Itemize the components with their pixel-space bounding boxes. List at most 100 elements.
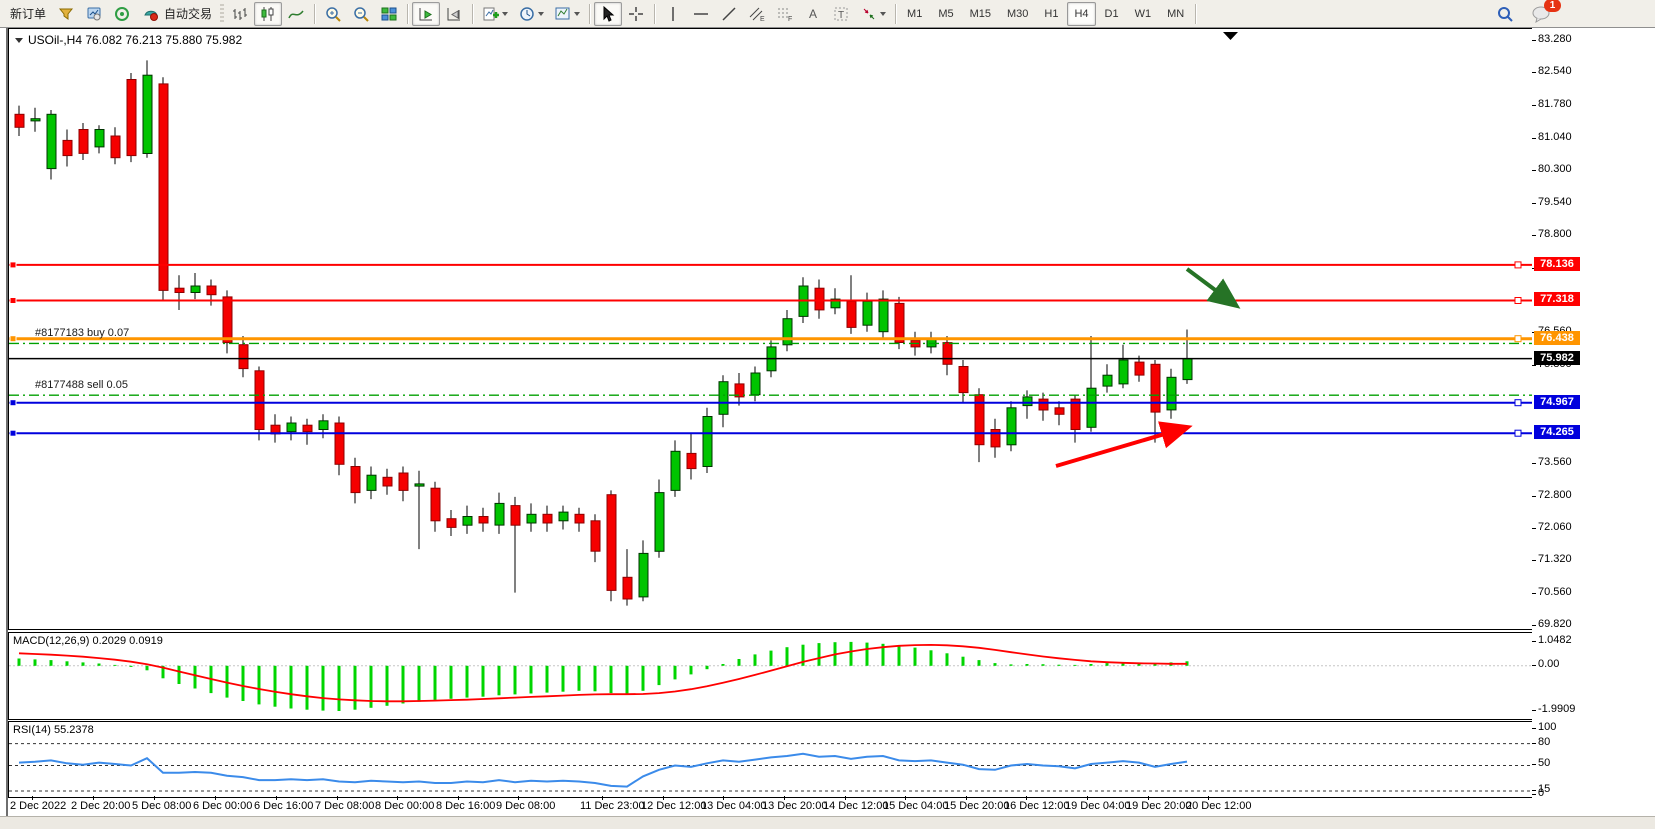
candle [1006,407,1017,446]
timeframe-bar: M1 M5 M15 M30 H1 H4 D1 W1 MN [900,1,1191,26]
timeframe-h4[interactable]: H4 [1067,1,1096,26]
macd-pane[interactable]: MACD(12,26,9) 0.2029 0.0919 [8,632,1533,720]
date-tick-mark [1208,796,1209,800]
hline-78.136[interactable] [9,261,1532,269]
main-chart-pane[interactable]: USOil-,H4 76.082 76.213 75.880 75.982 #8… [8,28,1533,630]
candle [302,424,313,433]
price-badge-74.265: 74.265 [1534,425,1580,440]
date-tick-mark [337,796,338,800]
text-label-button[interactable]: T [827,2,855,26]
candle [398,472,409,491]
timeframe-h1[interactable]: H1 [1044,7,1059,20]
axis-tick-mark [1532,495,1536,497]
hline-77.318[interactable] [9,297,1532,304]
timeframe-mn[interactable]: MN [1167,7,1185,20]
date-tick-label: 15 Dec 04:00 [883,800,949,812]
candlestick-chart-button[interactable] [254,1,283,26]
timeframe-m15[interactable]: M15 [969,7,991,20]
fibonacci-button[interactable]: F [771,2,799,26]
price-axis[interactable]: 83.280 82.540 81.780 81.040 80.300 79.540 78.8… [1532,28,1655,816]
periods-button[interactable] [513,2,549,26]
toolbar-separator [589,3,591,24]
candle [126,79,137,157]
chart-shift-button[interactable] [440,2,468,26]
date-tick-label: 5 Dec 08:00 [132,800,192,812]
bar-chart-button[interactable] [226,2,254,26]
axis-tick-mark [1532,789,1536,791]
red-up-arrow[interactable] [1055,421,1193,468]
chevron-down-icon [502,11,509,16]
notifications-button[interactable]: 1 [1527,0,1561,26]
date-tick-mark [845,796,846,800]
candle [1038,398,1049,411]
date-tick-label: 8 Dec 16:00 [436,800,496,812]
candle [446,518,457,528]
svg-text:E: E [760,16,765,23]
text-button[interactable]: A [799,2,827,26]
candle [478,516,489,524]
search-button[interactable] [1491,2,1519,26]
axis-tick-label: 0 [1538,787,1545,799]
crosshair-button[interactable] [622,2,650,26]
line-chart-button[interactable] [282,2,310,26]
rsi-pane[interactable]: RSI(14) 55.2378 [8,721,1533,798]
vertical-line-button[interactable] [659,2,687,26]
price-badge-75.982: 75.982 [1534,350,1580,365]
auto-trading-button[interactable]: 自动交易 [136,2,218,26]
candle [254,370,265,430]
horizontal-line-button[interactable] [687,2,715,26]
candle [366,474,377,491]
zoom-in-button[interactable] [319,2,347,26]
hline-74.265[interactable] [9,429,1532,437]
candle [1150,363,1161,413]
axis-tick-mark [1532,235,1536,237]
toolbar-separator [654,3,656,24]
charts-profile-icon [85,5,103,23]
axis-tick-label: 1.0482 [1538,633,1572,646]
candlestick-chart[interactable] [9,29,1532,629]
candle [750,372,761,396]
cursor-icon [599,5,617,23]
arrows-tool-button[interactable] [855,2,891,26]
timeframe-w1[interactable]: W1 [1134,7,1152,20]
hline-74.967[interactable] [9,399,1532,407]
candle [734,383,745,398]
hline-76.438[interactable] [9,335,1532,343]
timeframe-m1[interactable]: M1 [907,7,923,20]
indicators-button[interactable] [477,2,513,26]
candle [510,505,521,526]
chart-dropdown-icon[interactable] [15,37,23,43]
templates-button[interactable] [549,2,585,26]
timeframe-m30[interactable]: M30 [1007,7,1029,20]
auto-scroll-button[interactable] [412,1,441,26]
arrows-tool-icon [860,5,878,23]
axis-tick-mark [1532,560,1536,562]
candle [382,476,393,487]
signals-button[interactable] [108,2,136,26]
candle [430,487,441,522]
green-down-arrow[interactable] [1185,267,1241,309]
timeframe-d1[interactable]: D1 [1104,7,1119,20]
candle [78,129,89,154]
window-left-edge [0,28,8,816]
chevron-down-icon [538,11,545,16]
trendline-button[interactable] [715,2,743,26]
auto-trading-label: 自动交易 [164,7,213,21]
date-tick-label: 14 Dec 12:00 [823,800,889,812]
profiles-button[interactable] [80,2,108,26]
date-tick-label: 13 Dec 04:00 [701,800,767,812]
candle [622,576,633,600]
svg-text:F: F [788,16,792,23]
toolbar-right: 1 [1491,0,1561,26]
tile-windows-button[interactable] [375,2,403,26]
equidistant-channel-button[interactable]: E [743,2,771,26]
new-order-button[interactable]: 新订单 [4,2,52,26]
timeframe-m5[interactable]: M5 [938,7,954,20]
axis-tick-label: 0.00 [1538,657,1560,670]
cursor-button[interactable] [594,1,623,26]
zoom-out-button[interactable] [347,2,375,26]
date-axis[interactable]: 2 Dec 2022 2 Dec 20:00 5 Dec 08:00 6 Dec 00… [8,796,1531,816]
axis-tick-mark [1532,528,1536,530]
date-tick-label: 8 Dec 00:00 [375,800,435,812]
new-chart-button[interactable] [52,2,80,26]
